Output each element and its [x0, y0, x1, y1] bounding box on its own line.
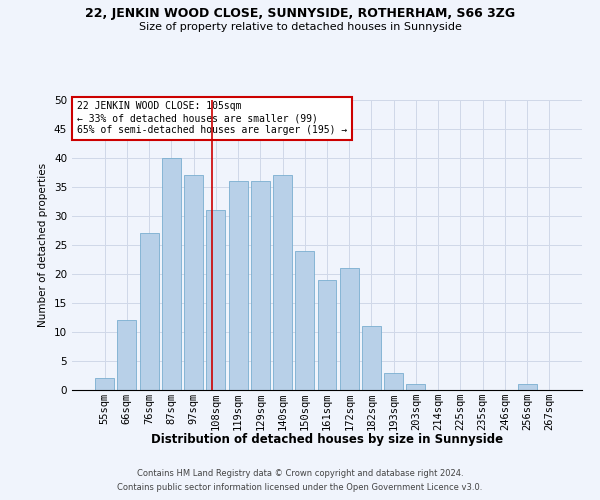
Bar	[340, 268, 359, 390]
Bar	[273, 176, 292, 390]
Bar	[251, 181, 270, 390]
Bar	[317, 280, 337, 390]
Text: Size of property relative to detached houses in Sunnyside: Size of property relative to detached ho…	[139, 22, 461, 32]
Bar	[295, 251, 314, 390]
Bar	[95, 378, 114, 390]
Bar	[518, 384, 536, 390]
Bar	[406, 384, 425, 390]
Bar	[362, 326, 381, 390]
Text: 22, JENKIN WOOD CLOSE, SUNNYSIDE, ROTHERHAM, S66 3ZG: 22, JENKIN WOOD CLOSE, SUNNYSIDE, ROTHER…	[85, 8, 515, 20]
Text: 22 JENKIN WOOD CLOSE: 105sqm
← 33% of detached houses are smaller (99)
65% of se: 22 JENKIN WOOD CLOSE: 105sqm ← 33% of de…	[77, 102, 347, 134]
Bar	[384, 372, 403, 390]
Bar	[229, 181, 248, 390]
Bar	[184, 176, 203, 390]
Bar	[118, 320, 136, 390]
Text: Contains public sector information licensed under the Open Government Licence v3: Contains public sector information licen…	[118, 484, 482, 492]
Text: Contains HM Land Registry data © Crown copyright and database right 2024.: Contains HM Land Registry data © Crown c…	[137, 468, 463, 477]
Bar	[140, 234, 158, 390]
Text: Distribution of detached houses by size in Sunnyside: Distribution of detached houses by size …	[151, 432, 503, 446]
Bar	[162, 158, 181, 390]
Bar	[206, 210, 225, 390]
Y-axis label: Number of detached properties: Number of detached properties	[38, 163, 49, 327]
